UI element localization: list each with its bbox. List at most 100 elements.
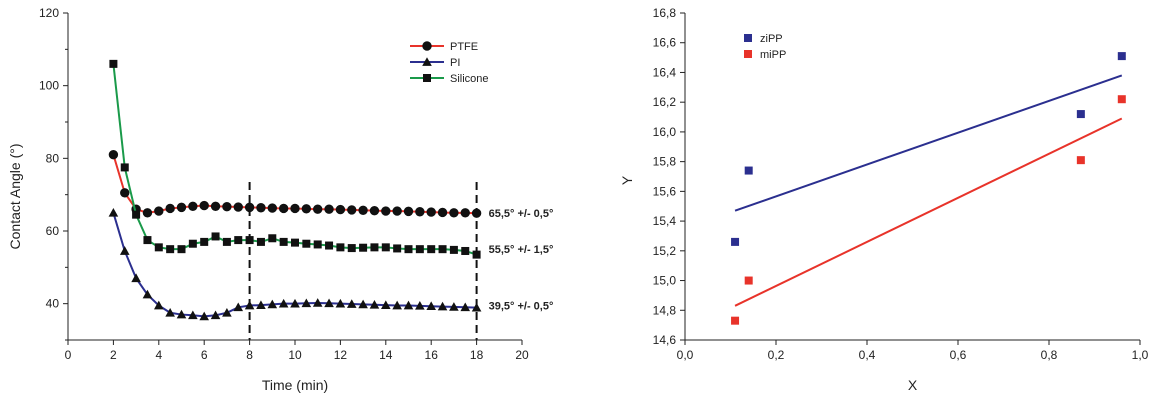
data-point — [199, 311, 209, 321]
data-point — [302, 239, 311, 248]
data-point — [108, 150, 119, 160]
y-tick-label: 16,4 — [653, 65, 677, 79]
data-point — [165, 307, 175, 317]
data-point — [210, 201, 221, 211]
data-point — [336, 243, 345, 252]
legend-label: miPP — [760, 49, 786, 61]
data-point — [415, 207, 425, 217]
x-tick-label: 14 — [379, 348, 393, 362]
legend-marker — [423, 74, 431, 82]
data-point — [415, 301, 425, 310]
data-point — [404, 245, 413, 254]
data-point — [256, 237, 265, 246]
data-point — [245, 236, 254, 245]
y-tick-label: 15,0 — [653, 274, 677, 288]
data-point — [346, 299, 357, 308]
data-point — [131, 273, 141, 283]
data-point — [154, 243, 163, 252]
data-point — [268, 234, 277, 243]
data-point — [449, 245, 458, 254]
data-point — [731, 237, 740, 246]
data-point — [358, 205, 368, 215]
x-axis-label: Time (min) — [262, 377, 328, 393]
data-point — [200, 237, 209, 246]
data-point — [471, 302, 482, 312]
y-axis-label: Y — [619, 175, 635, 185]
y-tick-label: 16,6 — [653, 36, 677, 50]
data-point — [359, 243, 368, 252]
legend-label: PI — [450, 57, 460, 69]
data-point — [381, 206, 391, 216]
data-point — [279, 237, 288, 246]
x-tick-label: 6 — [201, 348, 208, 362]
data-point — [188, 310, 198, 320]
data-point — [437, 301, 448, 311]
series-pi — [108, 208, 482, 321]
data-point — [381, 243, 390, 252]
legend: ziPP miPP — [744, 33, 786, 61]
trendline — [734, 74, 1123, 212]
data-point — [291, 238, 299, 247]
data-point — [426, 207, 436, 217]
data-point — [165, 203, 175, 214]
data-point — [403, 206, 414, 217]
legend-marker — [422, 57, 432, 66]
data-point — [438, 245, 447, 254]
x-tick-label: 4 — [155, 348, 162, 362]
legend-label: Silicone — [450, 73, 489, 85]
data-point — [335, 204, 346, 215]
x-axis-label: X — [908, 377, 918, 393]
data-point — [449, 208, 459, 218]
data-point — [472, 250, 481, 259]
data-point — [313, 240, 322, 249]
y-tick-label: 16,0 — [653, 125, 677, 139]
legend-item: PI — [410, 57, 460, 69]
contact-angle-chart: 0 2 4 6 8 10 12 14 16 18 20 40 60 80 100 120 Time (min… — [7, 6, 553, 393]
data-point — [142, 208, 153, 218]
scatter-chart: 0,0 0,2 0,4 0,6 0,8 1,0 14,614,815,015,215,41… — [619, 6, 1149, 393]
series-line — [112, 63, 477, 256]
data-point — [460, 208, 470, 218]
x-tick-label: 0,4 — [859, 348, 876, 362]
data-point — [392, 300, 402, 310]
data-point — [132, 210, 141, 219]
data-point — [244, 300, 255, 310]
data-point — [210, 310, 221, 320]
y-tick-label: 40 — [46, 297, 60, 311]
data-point — [312, 298, 323, 307]
series-group — [108, 59, 482, 321]
series-silicone — [109, 59, 481, 259]
data-point — [403, 300, 414, 310]
x-tick-label: 16 — [425, 348, 439, 362]
data-point — [143, 236, 152, 245]
y-axis-label: Contact Angle (°) — [7, 144, 23, 250]
data-point — [324, 204, 334, 214]
series-zipp — [731, 52, 1126, 246]
data-point — [427, 245, 436, 254]
x-tick-label: 0,6 — [950, 348, 967, 362]
data-point — [199, 200, 209, 211]
series-ptfe — [108, 150, 482, 218]
data-point — [1076, 110, 1085, 119]
data-point — [1117, 52, 1126, 61]
x-tick-label: 18 — [470, 348, 484, 362]
data-point — [471, 208, 482, 218]
data-point — [1076, 156, 1085, 165]
data-point — [120, 163, 129, 172]
legend-item: Silicone — [410, 73, 489, 85]
x-tick-label: 20 — [515, 348, 529, 362]
y-ticks: 14,6 14,8 15,0 15,2 15,4 15,6 15,8 16,0 16,2 16,4… — [653, 6, 685, 347]
data-point — [744, 276, 753, 285]
legend-label: PTFE — [450, 41, 478, 53]
y-tick-label: 120 — [39, 6, 59, 20]
data-point — [325, 241, 334, 250]
data-point — [166, 245, 175, 254]
legend-marker — [422, 41, 432, 51]
data-point — [415, 245, 424, 254]
data-point — [369, 205, 380, 216]
trendline — [734, 117, 1123, 307]
data-point — [392, 206, 402, 216]
legend-label: ziPP — [760, 33, 783, 45]
data-point — [313, 204, 323, 214]
